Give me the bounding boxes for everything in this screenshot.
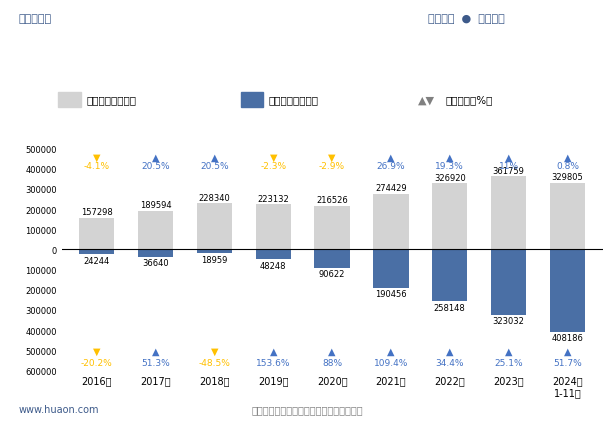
Bar (256, 205, 291, 250)
Text: ▲▼: ▲▼ (418, 95, 435, 105)
Text: 329805: 329805 (552, 173, 583, 182)
Bar (138, 212, 173, 250)
Bar (314, 250, 350, 268)
Text: 2016-2024年11月洛阳市(境内目的地/货源地)进、出口额: 2016-2024年11月洛阳市(境内目的地/货源地)进、出口额 (159, 48, 456, 63)
Bar (491, 177, 526, 250)
Text: 48248: 48248 (260, 261, 287, 270)
Text: 18959: 18959 (201, 255, 228, 264)
Text: 323032: 323032 (493, 317, 525, 325)
Text: -20.2%: -20.2% (81, 358, 113, 367)
Text: 进口额（万美元）: 进口额（万美元） (269, 95, 319, 105)
Text: ▲: ▲ (328, 346, 336, 356)
Bar (256, 250, 291, 259)
Text: 408186: 408186 (552, 334, 584, 343)
Text: -2.9%: -2.9% (319, 161, 345, 170)
Text: 361759: 361759 (493, 166, 525, 176)
Text: 228340: 228340 (199, 193, 231, 202)
Bar (432, 250, 467, 302)
Text: 11%: 11% (499, 161, 518, 170)
Text: 274429: 274429 (375, 184, 407, 193)
Text: ▼: ▼ (93, 152, 100, 162)
Text: 223132: 223132 (258, 194, 289, 203)
Text: 华经情报网: 华经情报网 (18, 14, 51, 24)
Text: ▲: ▲ (564, 152, 571, 162)
Text: 专业严谨  ●  客观科学: 专业严谨 ● 客观科学 (428, 14, 505, 24)
Text: 153.6%: 153.6% (256, 358, 290, 367)
Bar (314, 206, 350, 250)
Text: 51.7%: 51.7% (553, 358, 582, 367)
Bar (550, 250, 585, 332)
Text: 同比增长（%）: 同比增长（%） (446, 95, 493, 105)
Text: ▼: ▼ (93, 346, 100, 356)
Text: -4.1%: -4.1% (84, 161, 110, 170)
Text: 26.9%: 26.9% (376, 161, 405, 170)
Text: ▲: ▲ (446, 346, 453, 356)
Bar (58, 92, 81, 108)
Text: 216526: 216526 (316, 196, 348, 204)
Text: ▲: ▲ (387, 346, 395, 356)
Text: -48.5%: -48.5% (199, 358, 231, 367)
Text: 24244: 24244 (84, 256, 110, 265)
Text: 189594: 189594 (140, 201, 172, 210)
Bar (432, 184, 467, 250)
Text: 51.3%: 51.3% (141, 358, 170, 367)
Text: ▲: ▲ (446, 152, 453, 162)
Text: -2.3%: -2.3% (260, 161, 287, 170)
Text: 36640: 36640 (142, 259, 169, 268)
Text: 109.4%: 109.4% (374, 358, 408, 367)
Bar (491, 250, 526, 315)
Text: ▼: ▼ (211, 346, 218, 356)
Text: 157298: 157298 (81, 207, 113, 216)
Text: 34.4%: 34.4% (435, 358, 464, 367)
Bar (138, 250, 173, 257)
Text: 326920: 326920 (434, 173, 466, 182)
Bar (550, 183, 585, 250)
Text: 88%: 88% (322, 358, 342, 367)
Bar (241, 92, 263, 108)
Text: www.huaon.com: www.huaon.com (18, 404, 98, 414)
Text: ▲: ▲ (387, 152, 395, 162)
Bar (197, 250, 232, 253)
Text: 20.5%: 20.5% (141, 161, 170, 170)
Text: 25.1%: 25.1% (494, 358, 523, 367)
Text: 258148: 258148 (434, 303, 466, 312)
Bar (79, 250, 114, 255)
Text: ▲: ▲ (505, 346, 512, 356)
Text: 190456: 190456 (375, 290, 407, 299)
Text: 数据来源：中国海关，华经产业研究院整理: 数据来源：中国海关，华经产业研究院整理 (252, 404, 363, 414)
Text: ▲: ▲ (505, 152, 512, 162)
Bar (373, 250, 408, 288)
Text: ▼: ▼ (269, 152, 277, 162)
Text: ▼: ▼ (328, 152, 336, 162)
Bar (197, 204, 232, 250)
Text: 20.5%: 20.5% (200, 161, 229, 170)
Text: ▲: ▲ (152, 152, 159, 162)
Text: 19.3%: 19.3% (435, 161, 464, 170)
Bar (79, 218, 114, 250)
Text: ▲: ▲ (269, 346, 277, 356)
Text: 0.8%: 0.8% (556, 161, 579, 170)
Text: 出口额（万美元）: 出口额（万美元） (86, 95, 136, 105)
Text: 90622: 90622 (319, 270, 345, 279)
Text: ▲: ▲ (564, 346, 571, 356)
Bar (373, 195, 408, 250)
Text: ▲: ▲ (211, 152, 218, 162)
Text: ▲: ▲ (152, 346, 159, 356)
